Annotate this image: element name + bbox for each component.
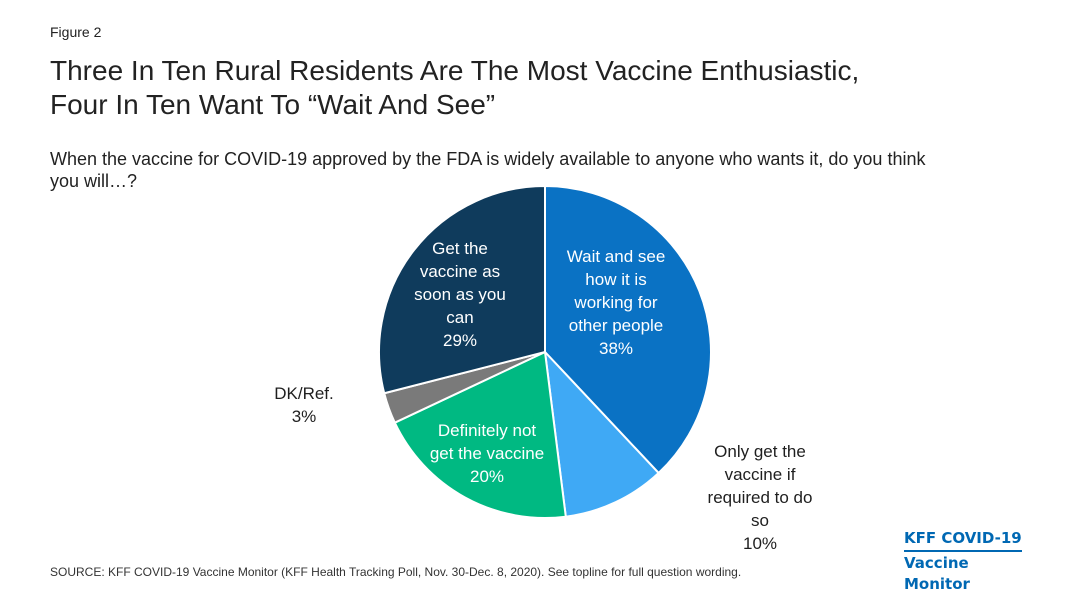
survey-question-line-1: When the vaccine for COVID-19 approved b… [50,149,926,169]
chart-title: Three In Ten Rural Residents Are The Mos… [50,54,1040,122]
survey-question-line-2: you will…? [50,171,138,191]
kff-logo-line-2: Vaccine Monitor [904,554,970,593]
slice-label-4: DK/Ref. 3% [274,384,334,426]
slice-label-5: Get the vaccine as soon as you can 29% [414,239,506,350]
slice-label-4-line-1: DK/Ref. [274,384,334,403]
slice-label-1-line-4: other people [569,316,664,335]
survey-question: When the vaccine for COVID-19 approved b… [50,148,1040,192]
pie-slice-2 [543,349,661,518]
slice-label-1-line-5: 38% [599,339,633,358]
slice-label-2-line-5: 10% [743,534,777,553]
slice-label-3: Definitely not get the vaccine 20% [430,421,544,486]
figure-label: Figure 2 [50,24,102,40]
pie-slice-3 [393,350,567,519]
slice-label-1-line-3: working for [573,293,657,312]
slice-label-3-line-1: Definitely not [438,421,537,440]
slice-label-5-line-2: vaccine as [420,262,500,281]
kff-logo: KFF COVID-19 Vaccine Monitor [904,528,1034,595]
slice-label-2: Only get the vaccine if required to do so 10… [708,442,813,553]
kff-logo-rule [904,550,1022,552]
slice-label-2-line-1: Only get the [714,442,806,461]
slice-label-5-line-3: soon as you [414,285,506,304]
slice-label-5-line-1: Get the [432,239,488,258]
slice-label-1-line-2: how it is [585,270,646,289]
source-note: SOURCE: KFF COVID-19 Vaccine Monitor (KF… [50,565,742,579]
kff-logo-line-1: KFF COVID-19 [904,529,1022,547]
slice-label-5-line-4: can [446,308,473,327]
chart-title-line-1: Three In Ten Rural Residents Are The Mos… [50,55,860,86]
slice-label-1-line-1: Wait and see [567,247,666,266]
slice-label-1: Wait and see how it is working for other pe… [567,247,666,358]
pie-slice-5 [378,184,546,395]
chart-title-line-2: Four In Ten Want To “Wait And See” [50,89,496,120]
pie-slice-1 [544,184,712,475]
slice-label-2-line-4: so [751,511,769,530]
slice-label-3-line-3: 20% [470,467,504,486]
slice-label-2-line-2: vaccine if [725,465,796,484]
slice-label-3-line-2: get the vaccine [430,444,544,463]
pie-chart: Wait and see how it is working for other pe… [274,184,813,553]
slice-label-5-line-5: 29% [443,331,477,350]
slice-label-4-line-2: 3% [292,407,317,426]
slice-label-2-line-3: required to do [708,488,813,507]
